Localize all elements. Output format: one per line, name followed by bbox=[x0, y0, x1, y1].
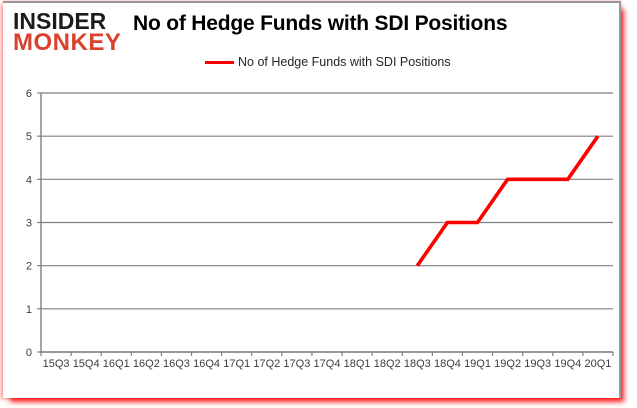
x-tick-label: 18Q3 bbox=[404, 358, 431, 370]
x-tick-label: 19Q2 bbox=[494, 358, 521, 370]
x-tick-label: 15Q4 bbox=[73, 358, 100, 370]
x-tick-label: 15Q3 bbox=[43, 358, 70, 370]
y-tick-label: 2 bbox=[26, 261, 32, 273]
chart-title: No of Hedge Funds with SDI Positions bbox=[133, 12, 508, 35]
legend-line-swatch bbox=[205, 60, 234, 64]
x-tick-label: 20Q1 bbox=[584, 358, 611, 370]
y-tick-label: 6 bbox=[26, 88, 32, 100]
legend-label: No of Hedge Funds with SDI Positions bbox=[238, 55, 451, 69]
x-tick-label: 17Q2 bbox=[253, 358, 280, 370]
logo-word-insider: INSIDER bbox=[13, 8, 107, 34]
logo-word-monkey: MONKEY bbox=[13, 29, 122, 57]
insider-monkey-logo: INSIDER MONKEY bbox=[13, 8, 122, 57]
y-tick-label: 3 bbox=[26, 218, 32, 230]
x-tick-label: 18Q2 bbox=[374, 358, 401, 370]
x-tick-label: 19Q3 bbox=[524, 358, 551, 370]
legend: No of Hedge Funds with SDI Positions bbox=[205, 55, 451, 69]
y-tick-label: 4 bbox=[26, 174, 32, 186]
y-tick-label: 0 bbox=[26, 347, 32, 359]
x-tick-label: 18Q4 bbox=[434, 358, 461, 370]
x-tick-label: 19Q1 bbox=[464, 358, 491, 370]
x-tick-label: 17Q1 bbox=[223, 358, 250, 370]
x-tick-label: 19Q4 bbox=[554, 358, 581, 370]
y-tick-label: 1 bbox=[26, 304, 32, 316]
x-tick-label: 16Q4 bbox=[193, 358, 220, 370]
x-tick-label: 18Q1 bbox=[344, 358, 371, 370]
chart-frame bbox=[3, 1, 621, 398]
series-line bbox=[415, 135, 600, 267]
x-tick-label: 17Q4 bbox=[314, 358, 341, 370]
x-tick-label: 16Q1 bbox=[103, 358, 130, 370]
x-tick-label: 16Q2 bbox=[133, 358, 160, 370]
x-tick-label: 17Q3 bbox=[283, 358, 310, 370]
x-tick-label: 16Q3 bbox=[163, 358, 190, 370]
y-tick-label: 5 bbox=[26, 131, 32, 143]
